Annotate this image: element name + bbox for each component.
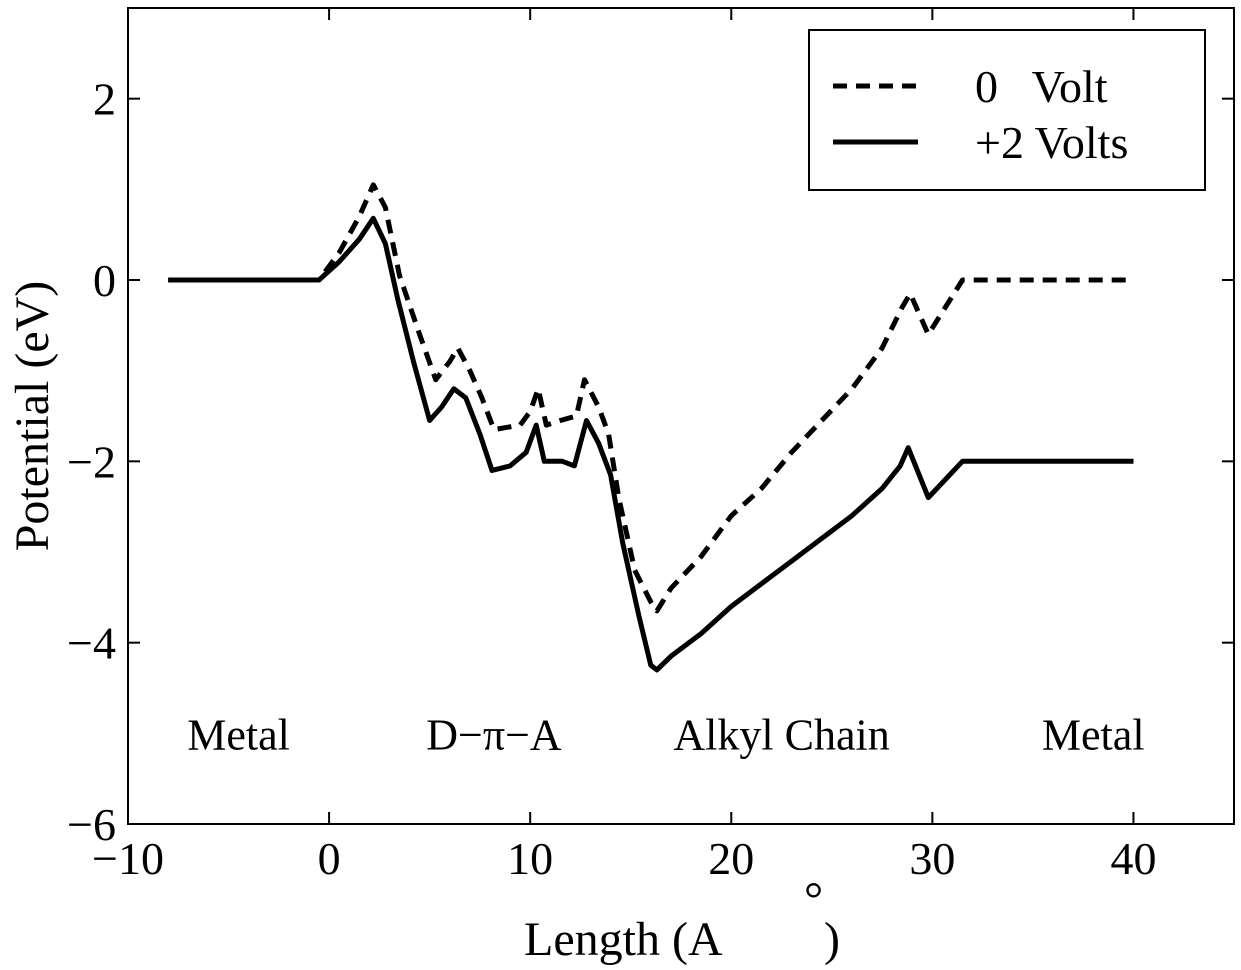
region-annotations: Metal D−π−A Alkyl Chain Metal: [187, 710, 1144, 759]
x-tick-label: 30: [909, 833, 955, 884]
y-tick-label: 0: [93, 255, 116, 306]
legend-box: [808, 29, 1206, 191]
region-label-2: Alkyl Chain: [673, 710, 889, 759]
region-label-3: Metal: [1042, 710, 1145, 759]
x-tick-label: −10: [92, 833, 164, 884]
x-axis-title-ring: °: [804, 873, 823, 926]
region-label-1: D−π−A: [426, 710, 562, 759]
legend-label-2-volts: +2 Volts: [975, 117, 1128, 168]
series-group: [168, 182, 1134, 673]
y-axis-title: Potential (eV): [6, 281, 59, 552]
region-label-0: Metal: [187, 710, 290, 759]
series-line-0: [168, 182, 1134, 614]
y-tick-label: −6: [67, 799, 116, 850]
y-axis-ticks: −6 −4 −2 0 2: [67, 74, 1234, 850]
x-tick-label: 0: [318, 833, 341, 884]
y-tick-label: 2: [93, 74, 116, 125]
y-tick-label: −4: [67, 618, 116, 669]
x-axis-ticks: −10 0 10 20 30 40: [92, 8, 1156, 884]
x-tick-label: 10: [507, 833, 553, 884]
x-tick-label: 20: [708, 833, 754, 884]
x-axis-title: Length (A: [524, 913, 723, 966]
series-line-1: [168, 215, 1134, 673]
y-tick-label: −2: [67, 436, 116, 487]
x-tick-label: 40: [1110, 833, 1156, 884]
legend-label-0-volt: 0 Volt: [975, 61, 1108, 112]
legend: 0 Volt +2 Volts: [808, 29, 1206, 191]
x-axis-title-suffix: ): [824, 913, 840, 966]
